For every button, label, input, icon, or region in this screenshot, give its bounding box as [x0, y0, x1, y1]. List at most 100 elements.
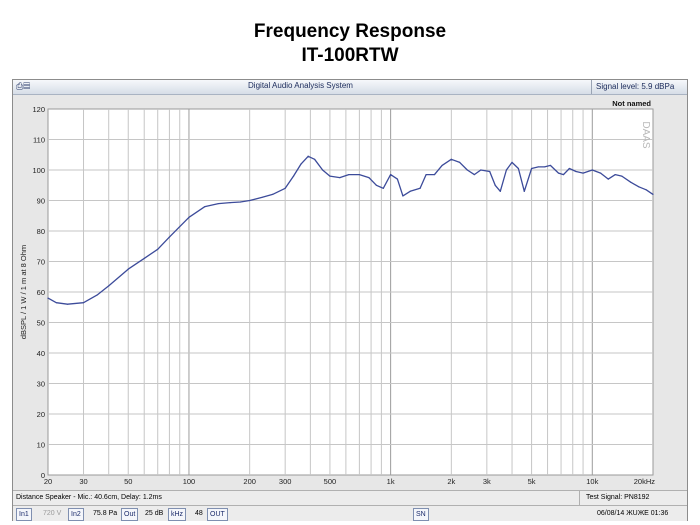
- y-tick-label: 40: [37, 349, 45, 358]
- y-tick-label: 90: [37, 197, 45, 206]
- y-tick-label: 0: [41, 471, 45, 480]
- output-button[interactable]: Out: [121, 508, 139, 521]
- response-curve-point: [339, 177, 341, 179]
- x-tick-label: 3k: [483, 477, 491, 486]
- pressure-readout: 75.8 Pa: [93, 510, 118, 517]
- x-tick-label: 50: [124, 477, 132, 486]
- response-curve-point: [358, 173, 360, 176]
- response-curve-point: [143, 257, 145, 260]
- response-curve-point: [402, 195, 404, 197]
- response-curve-point: [188, 216, 190, 218]
- response-curve-point: [127, 268, 129, 270]
- response-curve-point: [499, 190, 501, 192]
- y-tick-label: 110: [33, 136, 45, 145]
- response-curve-point: [582, 172, 584, 174]
- printer-icon[interactable]: ⎙▤: [16, 81, 31, 91]
- response-curve-point: [204, 206, 206, 208]
- khz-button[interactable]: kHz: [168, 508, 187, 521]
- x-tick-label: 100: [183, 477, 196, 486]
- response-curve-point: [261, 196, 263, 199]
- response-curve-point: [82, 302, 85, 304]
- response-curve-point: [396, 178, 398, 180]
- response-curve-point: [505, 169, 507, 171]
- x-tick-label: 1k: [387, 477, 395, 486]
- chart-title: Frequency Response: [253, 21, 447, 42]
- response-curve-point: [494, 184, 496, 186]
- curve-name-label: Not named: [612, 99, 651, 108]
- response-curve-point: [239, 201, 242, 203]
- response-curve-point: [549, 164, 552, 167]
- distance-delay-readout: Distance Speaker - Mic.: 40.6cm, Delay: …: [16, 494, 162, 501]
- x-tick-label: 10k: [586, 477, 598, 486]
- y-tick-label: 50: [37, 319, 45, 328]
- y-tick-label: 20: [37, 410, 45, 419]
- response-curve-point: [314, 158, 316, 160]
- x-tick-label: 200: [243, 477, 256, 486]
- response-curve-point: [329, 175, 331, 177]
- response-curve-point: [300, 163, 302, 165]
- input1-button[interactable]: In1: [16, 508, 32, 521]
- window-title: Digital Audio Analysis System: [248, 81, 353, 90]
- response-curve-point: [517, 167, 519, 170]
- response-curve-point: [473, 173, 475, 176]
- input2-button[interactable]: In2: [68, 508, 84, 521]
- response-curve-point: [614, 173, 616, 176]
- response-curve-point: [630, 181, 632, 183]
- x-tick-label: 20: [44, 477, 52, 486]
- x-tick-label: 500: [324, 477, 337, 486]
- signal-level-readout: Signal level: 5.9 dBPa: [591, 80, 687, 94]
- response-curve-point: [557, 172, 560, 174]
- response-curve-point: [638, 186, 640, 188]
- response-curve-point: [562, 173, 565, 176]
- frequency-response-plot: 0 10 20 30 40 50 60 70 80 90 100 110 120 20 30 50 100 200…: [19, 99, 655, 486]
- analyzer-window: ⎙▤ Digital Audio Analysis System Signal …: [12, 79, 688, 521]
- response-curve-point: [284, 187, 286, 189]
- y-tick-label: 10: [37, 441, 45, 450]
- x-tick-label: 300: [279, 477, 292, 486]
- response-curve-point: [530, 167, 533, 170]
- y-tick-label: 60: [37, 288, 45, 297]
- response-curve-point: [607, 178, 609, 180]
- window-titlebar: ⎙▤ Digital Audio Analysis System Signal …: [13, 80, 687, 95]
- response-curve-point: [537, 166, 539, 168]
- status-bar-top: Distance Speaker - Mic.: 40.6cm, Delay: …: [13, 490, 687, 505]
- response-curve-point: [322, 169, 324, 171]
- y-axis-label: dBSPL / 1 W / 1 m at 8 Ohm: [19, 245, 28, 339]
- response-curve-point: [425, 173, 427, 176]
- response-curve-point: [466, 169, 468, 171]
- response-curve-point: [441, 164, 443, 167]
- response-curve-point: [652, 193, 654, 195]
- response-curve-point: [419, 187, 421, 189]
- response-curve-point: [229, 202, 231, 204]
- response-curve-point: [523, 190, 525, 192]
- response-curve-point: [96, 294, 98, 296]
- sn-button[interactable]: SN: [413, 508, 429, 521]
- response-curve-point: [409, 190, 411, 192]
- daas-watermark: DAAS: [640, 121, 651, 149]
- response-curve-point: [348, 173, 350, 176]
- response-curve-point: [489, 170, 491, 173]
- response-curve-point: [108, 285, 110, 287]
- y-tick-label: 80: [37, 227, 45, 236]
- chart-subtitle: IT-100RTW: [301, 45, 399, 66]
- x-tick-label: 30: [79, 477, 87, 486]
- response-curve-point: [292, 175, 295, 177]
- response-curve-point: [168, 236, 171, 238]
- x-tick-label: 2k: [447, 477, 455, 486]
- response-curve-point: [382, 187, 384, 189]
- response-curve-point: [66, 303, 69, 305]
- response-curve-point: [390, 173, 392, 176]
- y-tick-label: 120: [32, 105, 45, 114]
- y-tick-label: 30: [37, 380, 45, 389]
- date-time-readout: 06/08/14 ЖUЖE 01:36: [597, 510, 669, 517]
- x-tick-label: 5k: [528, 477, 536, 486]
- response-curve-point: [621, 175, 623, 177]
- response-curve-point: [645, 189, 647, 191]
- out-button[interactable]: OUT: [207, 508, 228, 521]
- response-curve-point: [575, 170, 577, 173]
- response-curve-point: [272, 193, 274, 195]
- gain-readout: 25 dB: [145, 510, 164, 517]
- response-curve-point: [368, 177, 370, 179]
- response-curve-point: [47, 297, 49, 299]
- response-curve-point: [433, 173, 436, 176]
